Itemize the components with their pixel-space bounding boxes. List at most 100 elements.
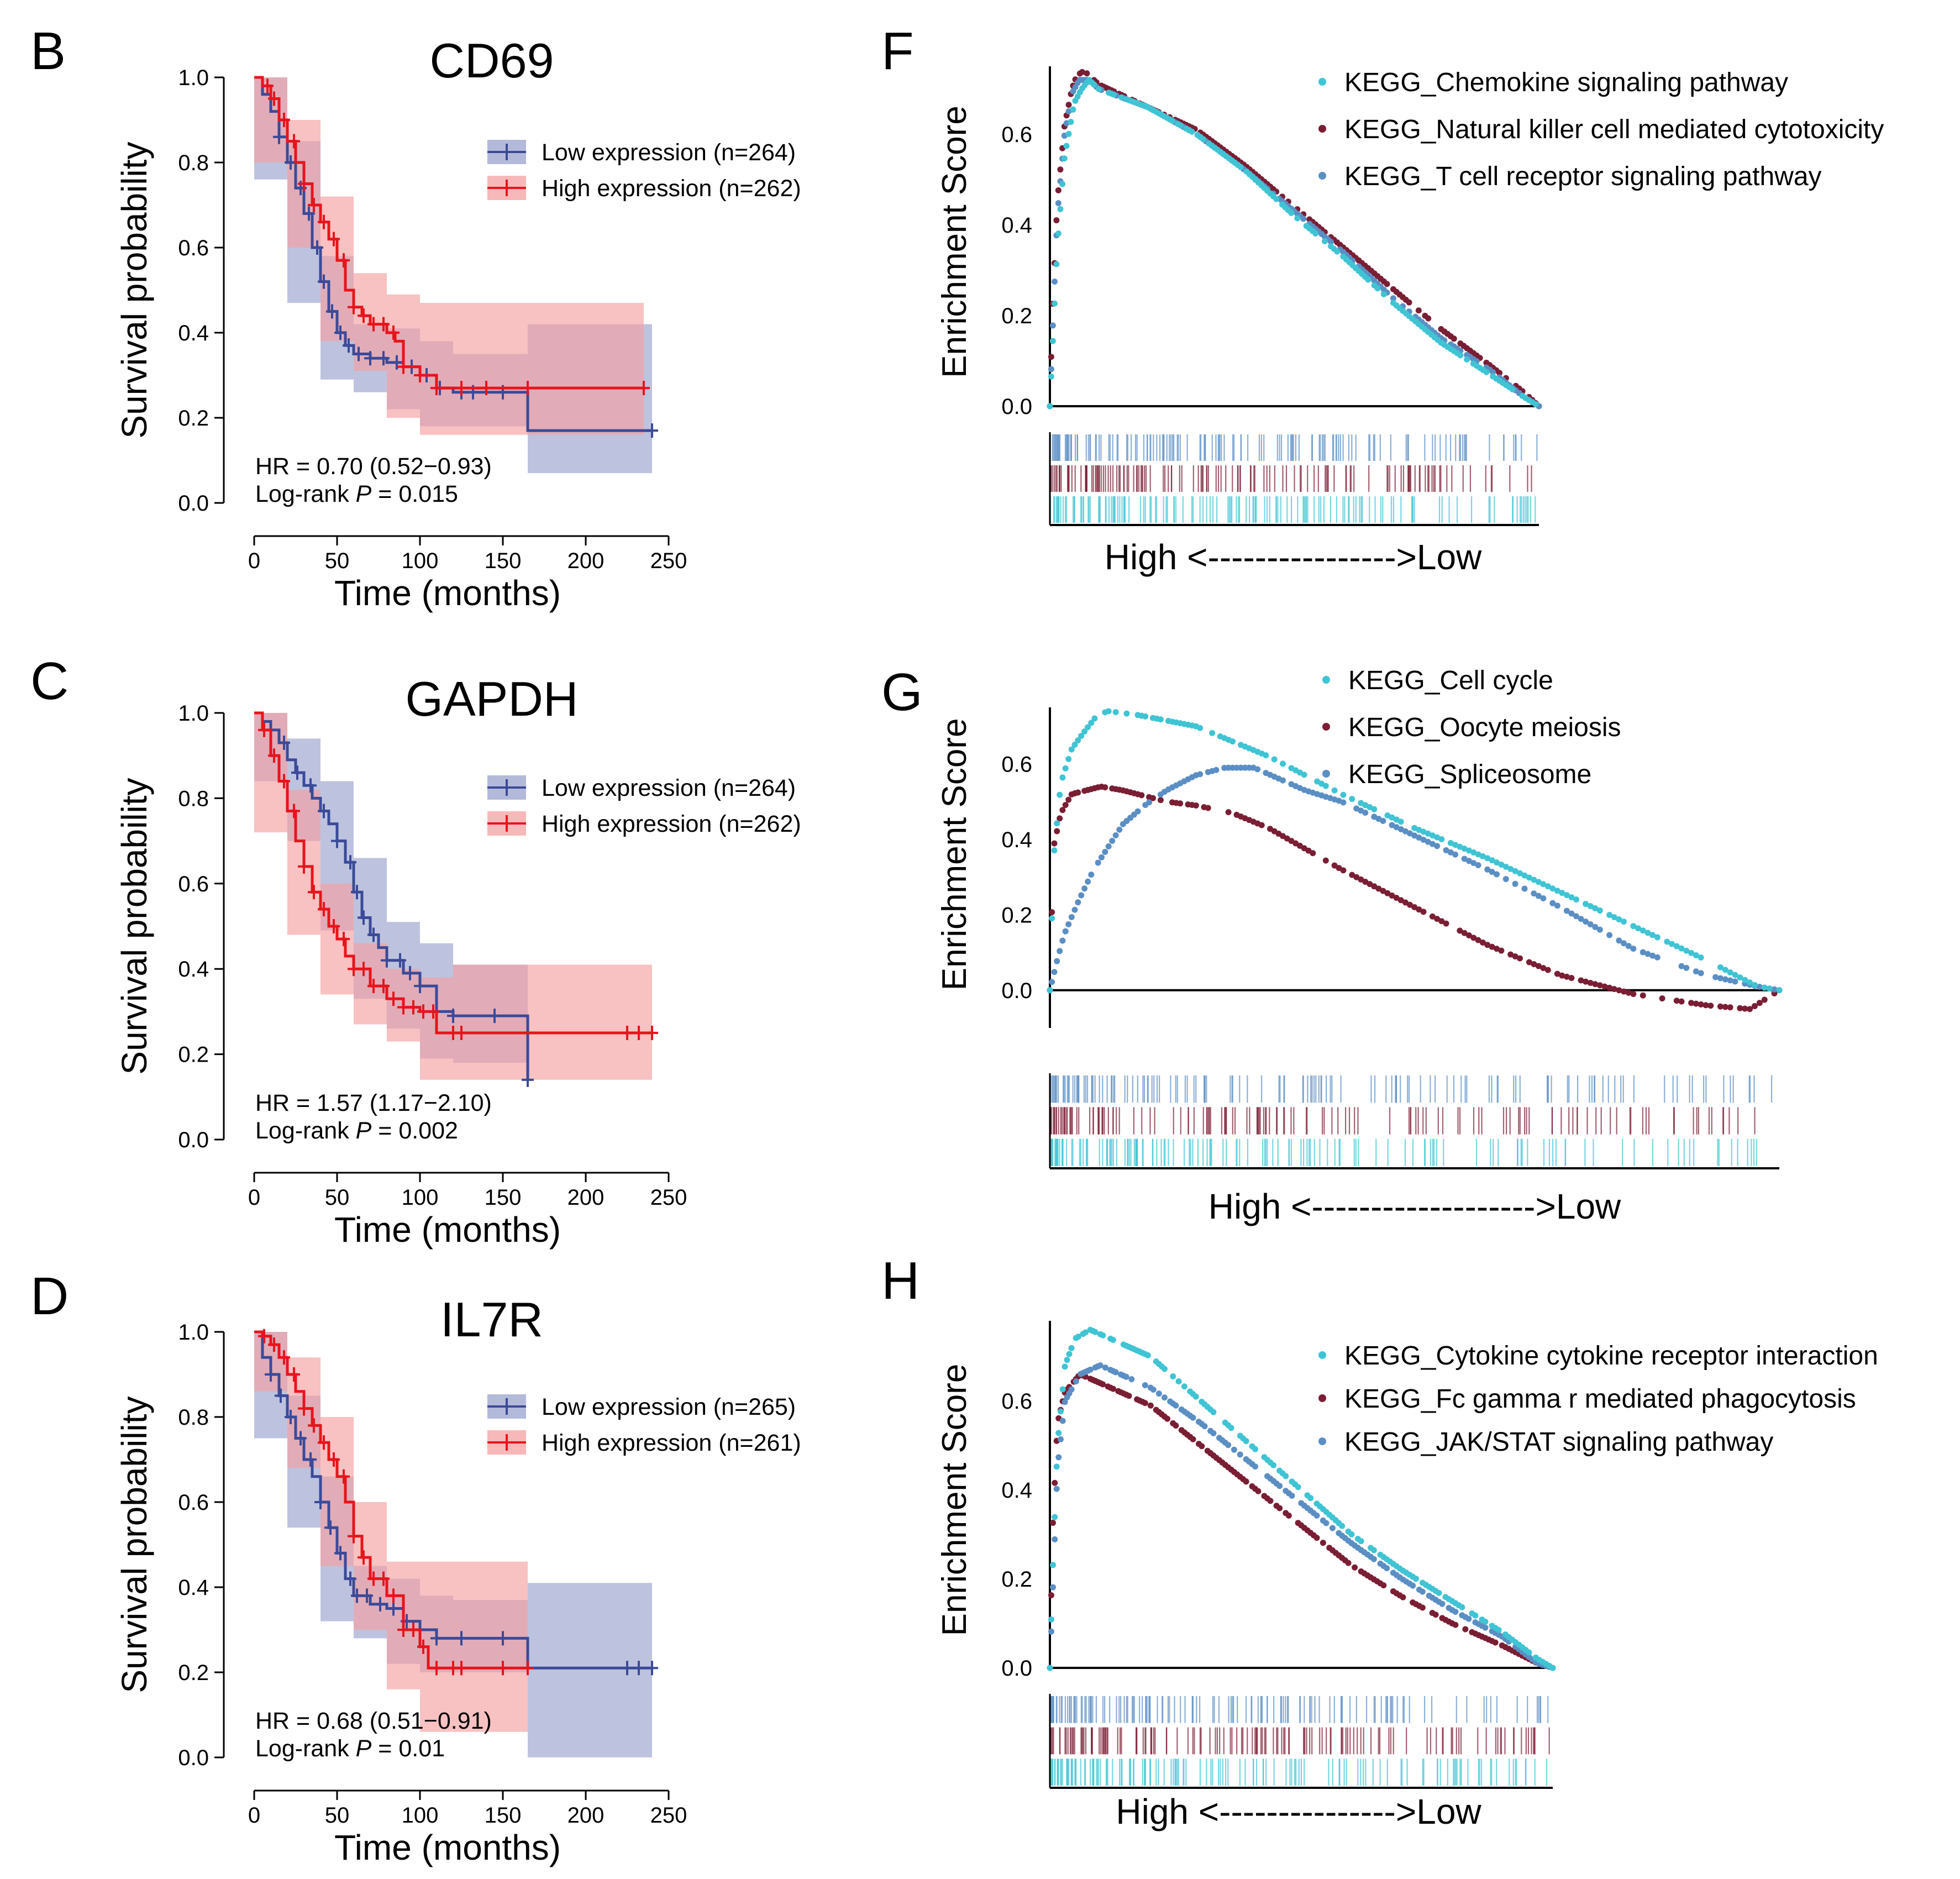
enrichment-point (1512, 880, 1518, 887)
enrichment-point (1146, 799, 1153, 806)
enrichment-point (1470, 860, 1477, 867)
censor-mark (522, 381, 534, 396)
enrichment-point (1640, 949, 1646, 956)
enrichment-point (1640, 927, 1646, 934)
enrichment-point (1228, 1425, 1234, 1431)
y-axis-label: Enrichment Score (936, 1364, 974, 1636)
enrichment-point (1051, 840, 1058, 847)
censor-mark (358, 308, 370, 323)
enrichment-point (1209, 729, 1216, 736)
confidence-band-high (254, 713, 652, 1080)
x-tick-label: 0 (248, 1185, 260, 1210)
enrichment-point (1276, 1505, 1283, 1511)
enrichment-point (1064, 1357, 1070, 1363)
enrichment-point (1157, 797, 1164, 804)
censor-mark (268, 1337, 280, 1352)
enrichment-point (1243, 1438, 1249, 1445)
enrichment-point (1068, 118, 1074, 125)
panel-letter: D (30, 1267, 69, 1326)
legend-label: KEGG_Natural killer cell mediated cytoto… (1344, 115, 1884, 144)
enrichment-point (1075, 1334, 1082, 1340)
enrichment-point (1722, 1004, 1728, 1010)
censor-mark (303, 206, 315, 221)
enrichment-point (1616, 987, 1622, 994)
enrichment-point (1493, 871, 1500, 878)
legend-label: KEGG_Oocyte meiosis (1348, 713, 1621, 742)
enrichment-point (1452, 1608, 1459, 1615)
enrichment-point (1540, 895, 1547, 902)
legend-line (487, 1434, 526, 1451)
enrichment-point (1406, 299, 1412, 306)
x-tick-label: 150 (485, 549, 522, 573)
enrichment-point (1052, 1479, 1058, 1486)
enrichment-point (1436, 1589, 1442, 1596)
enrichment-point (1105, 708, 1112, 715)
enrichment-point (1242, 764, 1248, 771)
enrichment-point (1606, 984, 1613, 991)
x-tick-label: 200 (567, 1803, 605, 1828)
enrichment-point (1482, 1624, 1489, 1631)
enrichment-point (1761, 984, 1768, 991)
enrichment-point (1280, 777, 1286, 784)
enrichment-point (1057, 1408, 1064, 1415)
panel-letter: H (881, 1251, 919, 1310)
enrichment-point (1554, 902, 1560, 909)
log-rank-text: Log-rank P = 0.015 (255, 481, 458, 507)
enrichment-point (1049, 1584, 1056, 1591)
enrichment-point (1126, 1393, 1132, 1399)
enrichment-point (1362, 809, 1369, 816)
censor-mark (391, 355, 403, 370)
censor-mark (358, 1550, 370, 1565)
enrichment-point (1526, 959, 1532, 965)
enrichment-point (1531, 876, 1537, 883)
enrichment-point (1447, 839, 1454, 846)
y-tick-label: 0.4 (178, 957, 209, 982)
y-tick-label: 0.2 (178, 406, 209, 431)
enrichment-point (1420, 909, 1427, 915)
enrichment-point (1164, 1415, 1171, 1422)
enrichment-point (1340, 791, 1347, 798)
censor-mark (278, 1350, 290, 1365)
censor-mark (318, 214, 330, 229)
enrichment-point (1384, 890, 1391, 896)
enrichment-point (1071, 906, 1078, 913)
y-tick-label: 0.0 (178, 1128, 209, 1152)
enrichment-point (1496, 370, 1503, 376)
enrichment-point (1053, 1486, 1060, 1492)
legend-label: High expression (n=262) (542, 175, 801, 202)
enrichment-point (1062, 1363, 1068, 1370)
enrichment-point (1329, 1525, 1336, 1531)
enrichment-point (1587, 921, 1594, 927)
legend-label: Low expression (n=265) (542, 1394, 796, 1420)
censor-mark (377, 351, 390, 366)
enrichment-point (1438, 836, 1445, 843)
enrichment-point (1688, 949, 1695, 956)
enrichment-point (1611, 986, 1617, 993)
enrichment-point (1517, 955, 1523, 962)
enrichment-point (1081, 728, 1088, 735)
enrichment-point (1071, 742, 1078, 748)
hazard-ratio-text: HR = 1.57 (1.17−2.10) (255, 1090, 492, 1116)
enrichment-point (1052, 1514, 1058, 1520)
x-axis-label: Time (months) (334, 573, 561, 613)
enrichment-point (1380, 291, 1387, 297)
enrichment-point (1462, 1626, 1469, 1633)
enrichment-point (1049, 909, 1055, 916)
enrichment-point (1095, 859, 1101, 866)
enrichment-point (1592, 905, 1599, 912)
enrichment-point (1549, 885, 1556, 892)
enrichment-point (1053, 261, 1060, 267)
enrichment-point (1144, 1352, 1151, 1358)
enrichment-point (1592, 981, 1599, 988)
enrichment-point (1123, 1373, 1129, 1380)
enrichment-point (1229, 738, 1236, 745)
enrichment-point (1049, 1519, 1056, 1526)
enrichment-point (1416, 906, 1422, 913)
enrichment-point (1429, 832, 1436, 839)
enrichment-point (1465, 847, 1472, 854)
legend-dot (1318, 1394, 1326, 1402)
y-tick-label: 1.0 (178, 1320, 209, 1345)
enrichment-point (1073, 1378, 1079, 1384)
censor-mark (314, 1495, 327, 1509)
enrichment-point (1190, 1436, 1196, 1442)
